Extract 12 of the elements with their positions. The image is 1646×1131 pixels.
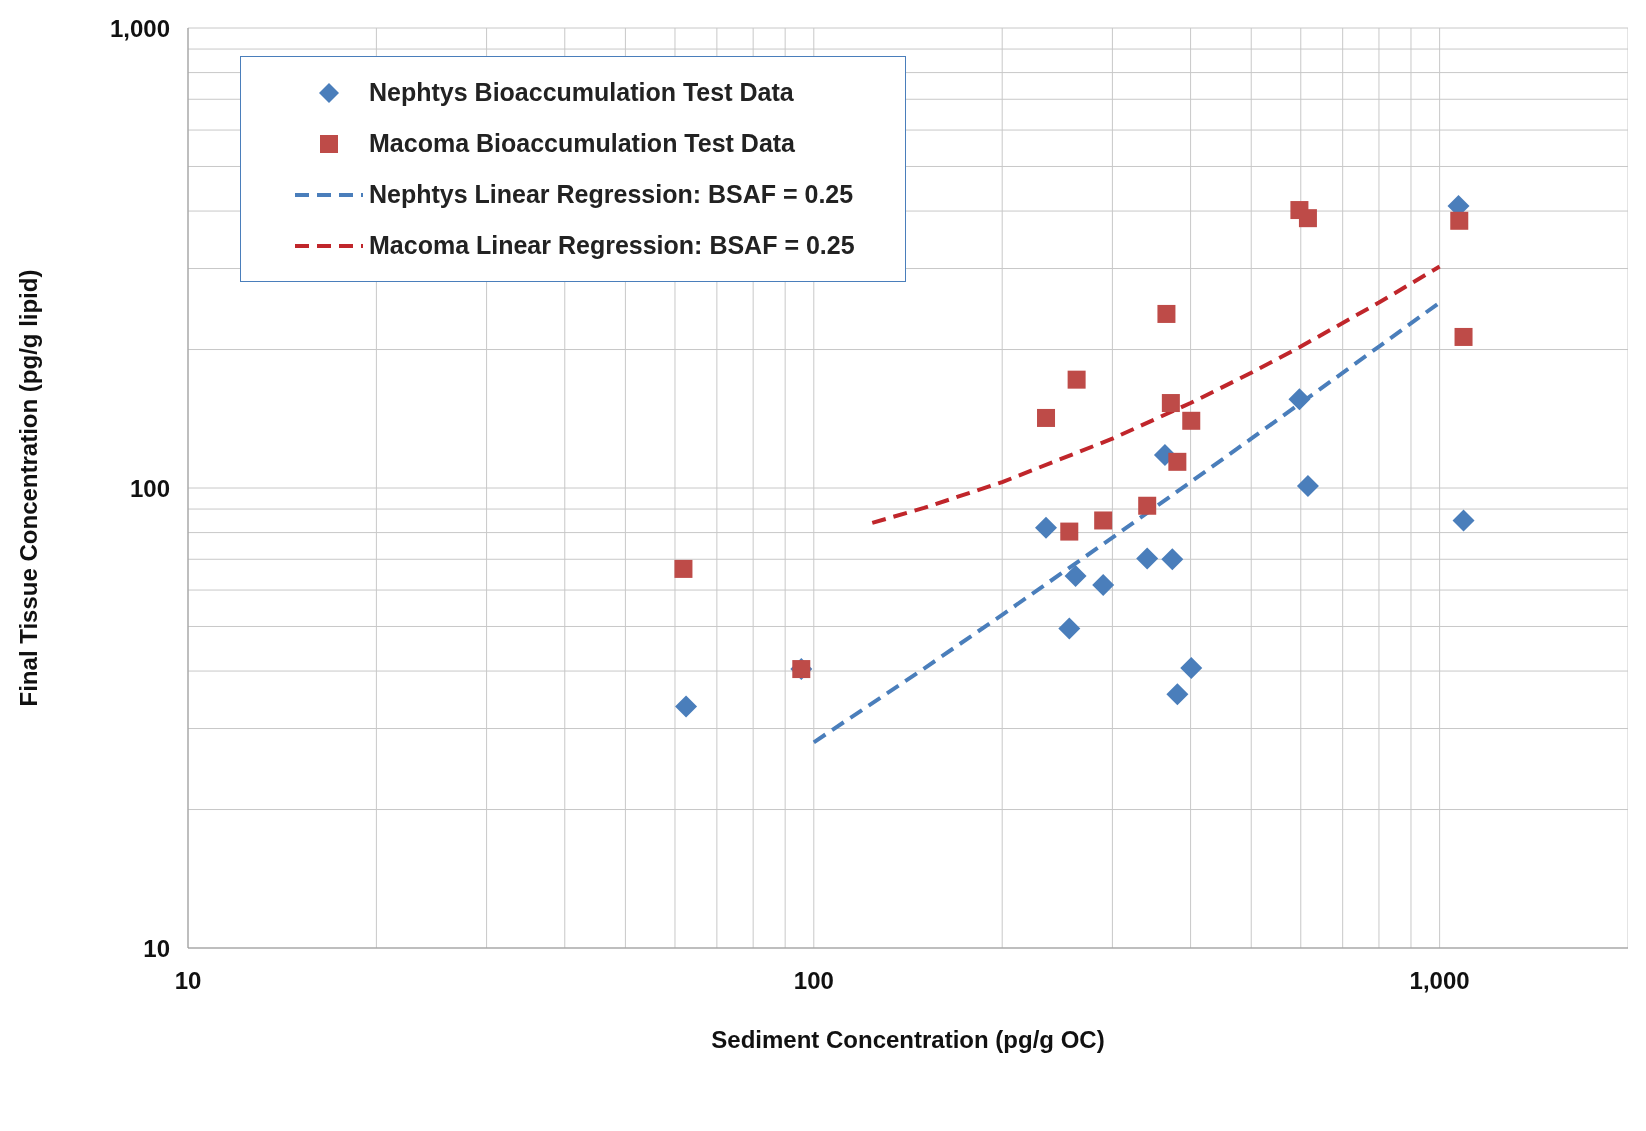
y-tick-label: 1,000 [109,14,170,42]
y-tick-label: 10 [143,934,170,962]
legend-label: Macoma Linear Regression: BSAF = 0.25 [369,231,855,260]
legend-label: Nephtys Linear Regression: BSAF = 0.25 [369,180,854,209]
y-axis-title: Final Tissue Concentration (pg/g lipid) [14,269,42,707]
x-axis-title: Sediment Concentration (pg/g OC) [711,1026,1105,1053]
y-tick-label: 100 [129,474,170,502]
x-tick-label: 1,000 [1409,967,1470,995]
legend-label: Macoma Bioaccumulation Test Data [369,129,796,158]
x-tick-label: 10 [174,967,202,995]
legend-label: Nephtys Bioaccumulation Test Data [369,78,794,107]
x-tick-label: 100 [793,967,834,995]
